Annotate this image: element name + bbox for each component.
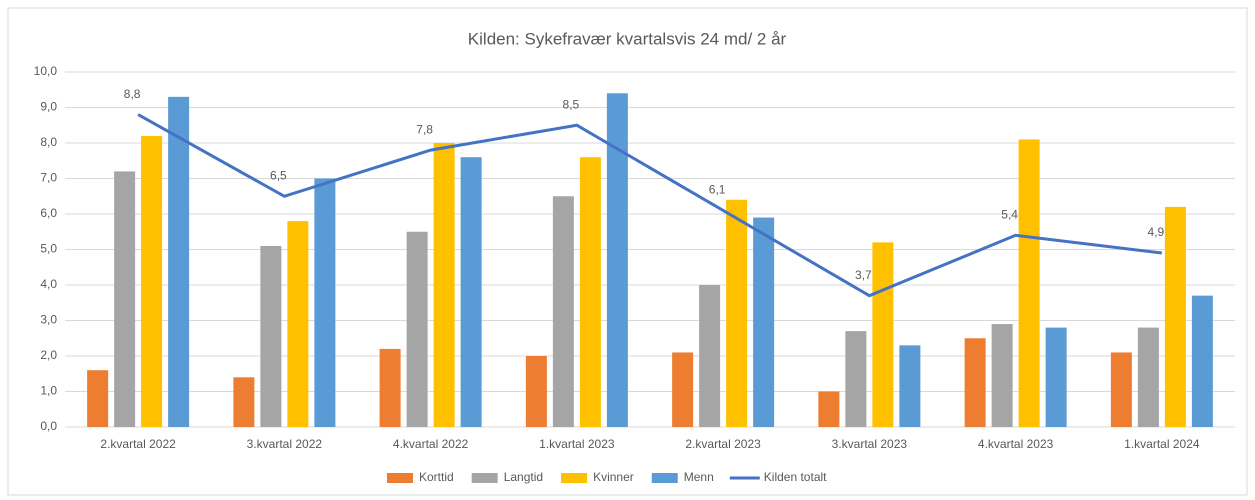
x-tick-label: 2.kvartal 2022 bbox=[100, 437, 176, 451]
bar bbox=[433, 143, 455, 427]
bar bbox=[726, 199, 748, 427]
bar bbox=[168, 96, 190, 427]
y-tick-label: 4,0 bbox=[40, 277, 57, 291]
x-tick-label: 3.kvartal 2022 bbox=[247, 437, 323, 451]
bar bbox=[114, 171, 136, 427]
x-tick-label: 3.kvartal 2023 bbox=[832, 437, 908, 451]
bar bbox=[1137, 327, 1159, 427]
legend-label: Kilden totalt bbox=[764, 470, 827, 484]
legend-label: Korttid bbox=[419, 470, 454, 484]
bar bbox=[1018, 139, 1040, 427]
bar bbox=[233, 377, 255, 427]
bar bbox=[753, 217, 775, 427]
bar bbox=[672, 352, 694, 427]
data-label: 6,5 bbox=[270, 168, 287, 182]
legend-swatch bbox=[387, 473, 413, 483]
data-label: 3,7 bbox=[855, 268, 872, 282]
y-tick-label: 9,0 bbox=[40, 100, 57, 114]
bar bbox=[87, 370, 109, 427]
bar bbox=[1110, 352, 1132, 427]
data-label: 5,4 bbox=[1001, 207, 1018, 221]
data-label: 8,5 bbox=[563, 97, 580, 111]
legend-label: Kvinner bbox=[593, 470, 634, 484]
bar bbox=[872, 242, 894, 427]
legend-label: Langtid bbox=[504, 470, 543, 484]
x-tick-label: 4.kvartal 2022 bbox=[393, 437, 469, 451]
y-tick-label: 0,0 bbox=[40, 419, 57, 433]
y-tick-label: 5,0 bbox=[40, 242, 57, 256]
legend-swatch bbox=[471, 473, 498, 483]
bar bbox=[1164, 206, 1186, 427]
bar bbox=[260, 245, 282, 427]
y-tick-label: 3,0 bbox=[40, 313, 57, 327]
bar bbox=[406, 231, 428, 427]
legend-swatch bbox=[651, 473, 678, 483]
x-tick-label: 4.kvartal 2023 bbox=[978, 437, 1054, 451]
y-tick-label: 8,0 bbox=[40, 135, 57, 149]
bar bbox=[379, 348, 401, 427]
bar bbox=[579, 157, 601, 427]
y-tick-label: 1,0 bbox=[40, 384, 57, 398]
x-tick-label: 1.kvartal 2023 bbox=[539, 437, 615, 451]
data-label: 7,8 bbox=[416, 122, 433, 136]
bar bbox=[552, 196, 574, 427]
y-tick-label: 10,0 bbox=[34, 64, 58, 78]
bar bbox=[525, 356, 547, 427]
bar bbox=[845, 331, 867, 427]
y-tick-label: 6,0 bbox=[40, 206, 57, 220]
y-tick-label: 7,0 bbox=[40, 171, 57, 185]
bar bbox=[460, 157, 482, 427]
bar bbox=[606, 93, 628, 428]
bar bbox=[899, 345, 921, 427]
data-label: 8,8 bbox=[124, 87, 141, 101]
bar bbox=[991, 324, 1013, 427]
x-tick-label: 1.kvartal 2024 bbox=[1124, 437, 1200, 451]
bar bbox=[964, 338, 986, 427]
legend-label: Menn bbox=[684, 470, 714, 484]
bar bbox=[1191, 295, 1213, 427]
bar bbox=[699, 285, 721, 427]
legend-swatch bbox=[561, 473, 588, 483]
data-label: 6,1 bbox=[709, 183, 726, 197]
x-tick-label: 2.kvartal 2023 bbox=[685, 437, 761, 451]
bar bbox=[314, 178, 336, 427]
chart-title: Kilden: Sykefravær kvartalsvis 24 md/ 2 … bbox=[468, 29, 787, 48]
bar bbox=[818, 391, 840, 427]
data-label: 4,9 bbox=[1148, 225, 1165, 239]
line bbox=[137, 113, 1163, 298]
bar bbox=[141, 135, 163, 427]
bar bbox=[1045, 327, 1067, 427]
y-tick-label: 2,0 bbox=[40, 348, 57, 362]
bar bbox=[287, 221, 309, 427]
